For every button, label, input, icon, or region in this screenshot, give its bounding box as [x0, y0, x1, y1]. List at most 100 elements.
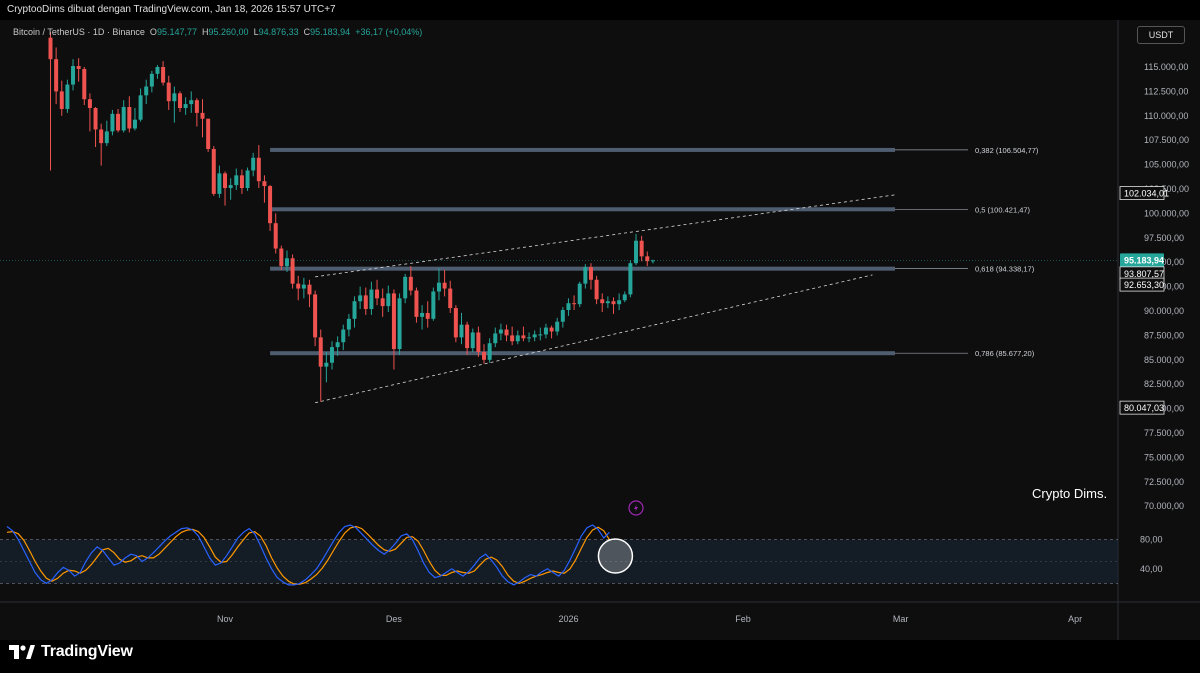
candle-body [76, 66, 81, 69]
currency-selector[interactable]: USDT [1137, 26, 1185, 44]
candle-body [459, 324, 464, 338]
candle-body [527, 337, 532, 339]
candle-body [408, 276, 413, 291]
candle-body [352, 301, 357, 319]
x-tick-label: Des [386, 614, 403, 624]
oscillator-tick-label: 40,00 [1140, 564, 1163, 574]
y-tick-label: 95.000,00 [1144, 257, 1184, 267]
candle-body [628, 263, 633, 295]
candle-body [132, 119, 137, 129]
candle-body [538, 334, 543, 336]
candle-body [358, 295, 363, 302]
candle-body [262, 181, 267, 187]
y-tick-label: 82.500,00 [1144, 379, 1184, 389]
price-pane [48, 31, 968, 404]
chart-area[interactable] [0, 20, 1200, 640]
candle-body [149, 73, 154, 87]
candle-body [324, 362, 329, 367]
candle-body [588, 267, 593, 280]
candle-body [71, 66, 76, 85]
candle-body [273, 223, 278, 249]
candle-body [116, 113, 121, 131]
candle-body [335, 342, 340, 348]
channel-trendline [315, 194, 896, 278]
candle-body [104, 131, 109, 144]
x-tick-label: Apr [1068, 614, 1082, 624]
candle-body [194, 100, 199, 113]
candle-body [93, 107, 98, 130]
candle-body [284, 258, 289, 267]
candle-body [234, 175, 239, 186]
fib-level-band [270, 207, 895, 212]
symbol-name: Bitcoin / TetherUS · 1D · Binance [13, 27, 145, 37]
candle-body [650, 260, 655, 262]
candle-body [296, 283, 301, 289]
price-tag-box [1119, 277, 1165, 292]
candle-body [549, 327, 554, 332]
candle-body [521, 335, 526, 339]
candle-body [138, 95, 143, 120]
open-label: O [149, 27, 157, 37]
price-tag-value: 80.047,03 [1124, 403, 1164, 413]
candle-body [313, 294, 318, 338]
candle-body [600, 299, 605, 304]
fib-level-band [270, 147, 895, 152]
candle-body [127, 107, 132, 129]
y-tick-label: 110.000,00 [1144, 111, 1188, 121]
candle-body [543, 327, 548, 335]
candle-body [341, 329, 346, 343]
x-tick-label: Nov [217, 614, 234, 624]
candle-body [189, 100, 194, 105]
candle-body [532, 334, 537, 338]
candle-body [279, 248, 284, 267]
candle-body [183, 104, 188, 108]
price-tag-value: 93.807,57 [1124, 269, 1164, 279]
candle-body [346, 318, 351, 330]
high-label: H [202, 27, 209, 37]
candle-body [217, 173, 222, 194]
candle-body [307, 284, 312, 295]
candle-body [572, 303, 577, 305]
y-tick-label: 115.000,00 [1144, 62, 1188, 72]
candle-body [206, 118, 211, 149]
candle-body [482, 351, 487, 360]
x-tick-label: Mar [893, 614, 909, 624]
bottom-bar [0, 640, 1200, 673]
candle-body [172, 93, 177, 102]
price-chart[interactable]: 115.000,00 112.500,00 110.000,00 107.500,00… [0, 0, 1200, 640]
candle-body [121, 107, 126, 131]
candle-body [54, 59, 59, 92]
lightning-icon-glyph [634, 504, 638, 512]
fib-level-label: 0,5 (100.421,47) [975, 205, 1031, 214]
candle-body [611, 301, 616, 305]
y-tick-label: 90.000,00 [1144, 306, 1184, 316]
open-value: 95.147,77 [156, 27, 197, 37]
candle-body [397, 298, 402, 350]
candle-body [555, 321, 560, 332]
candle-body [566, 303, 571, 311]
candle-body [228, 185, 233, 189]
price-tag-box [1119, 400, 1165, 415]
oscillator-tick-label: 80,00 [1140, 535, 1163, 545]
y-tick-label: 75.000,00 [1144, 452, 1184, 462]
oscillator-d-line [6, 525, 610, 585]
candle-body [200, 112, 205, 119]
candle-body [318, 337, 323, 367]
candle-body [403, 276, 408, 299]
top-caption-bar: CryptooDims dibuat dengan TradingView.co… [0, 0, 1200, 20]
candle-body [594, 279, 599, 300]
candle-body [431, 291, 436, 319]
fib-level-label: 0,382 (106.504,77) [975, 146, 1039, 155]
candle-body [436, 282, 441, 292]
lightning-icon [628, 500, 644, 516]
candle-body [155, 67, 160, 74]
candle-body [645, 256, 650, 262]
price-tag-value: 92.653,30 [1124, 280, 1164, 290]
candle-body [330, 347, 334, 363]
candle-body [515, 335, 520, 342]
tradingview-logo-icon [9, 645, 35, 659]
candle-body [375, 289, 380, 299]
candle-body [634, 240, 639, 264]
publish-caption: CryptooDims dibuat dengan TradingView.co… [7, 4, 336, 15]
tradingview-logo[interactable]: TradingView [9, 643, 133, 661]
